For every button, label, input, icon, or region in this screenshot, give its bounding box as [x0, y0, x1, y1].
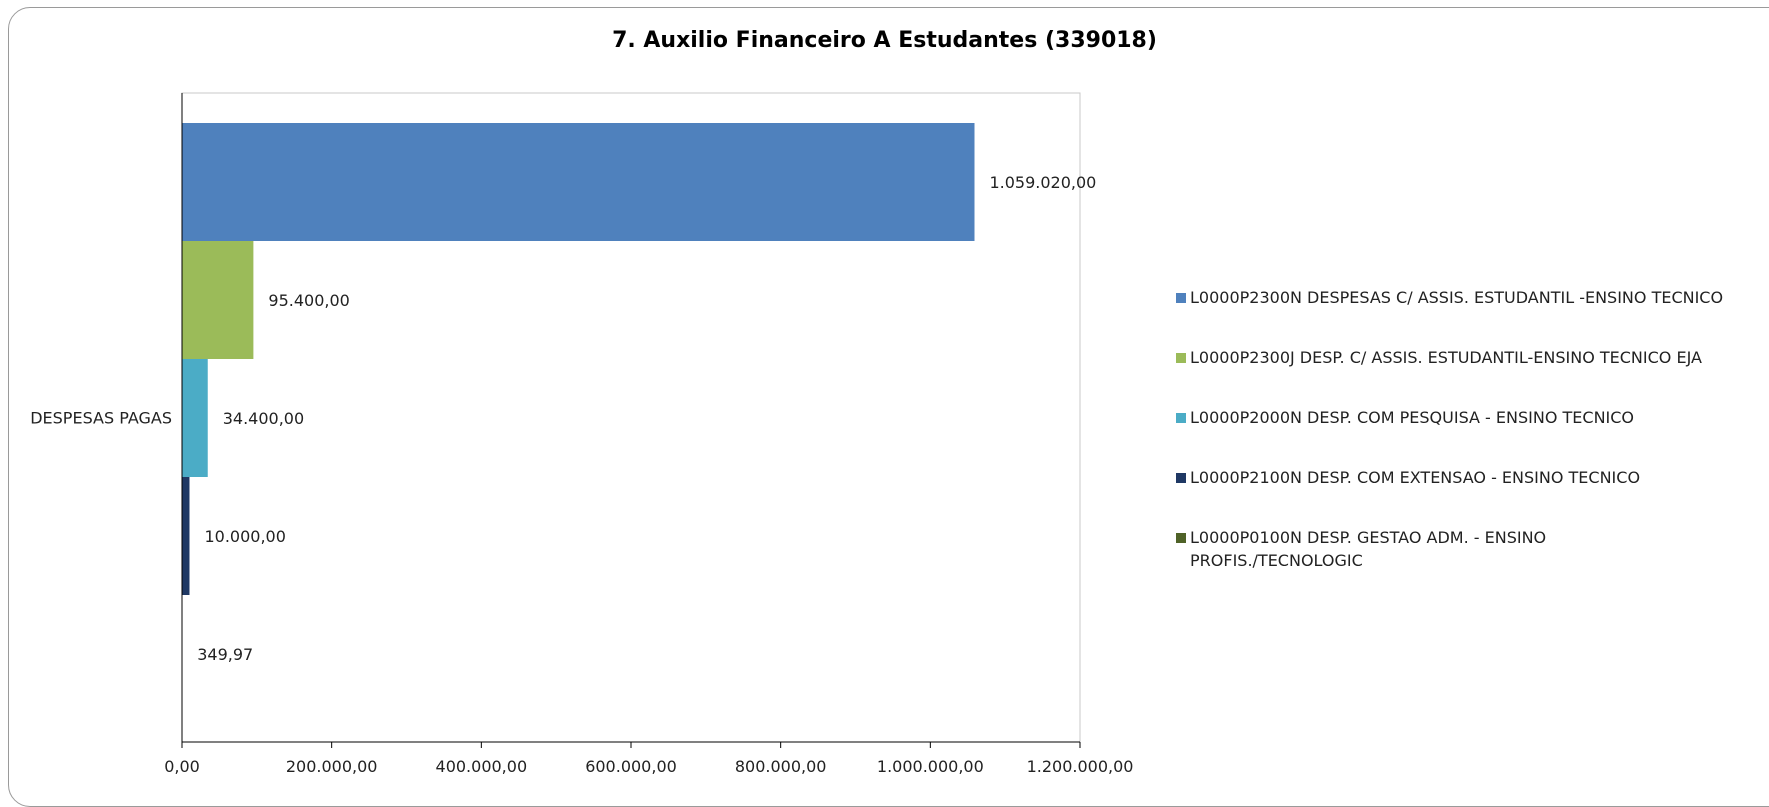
x-tick-label: 0,00: [164, 757, 200, 776]
legend-item: L0000P2300N DESPESAS C/ ASSIS. ESTUDANTI…: [1176, 286, 1769, 309]
category-label: DESPESAS PAGAS: [30, 409, 172, 428]
legend-item: L0000P2000N DESP. COM PESQUISA - ENSINO …: [1176, 406, 1769, 429]
data-label-series-1: 1.059.020,00: [989, 173, 1096, 192]
legend-item: L0000P0100N DESP. GESTAO ADM. - ENSINO P…: [1176, 526, 1640, 572]
legend-swatch: [1176, 293, 1186, 303]
legend-label: L0000P2000N DESP. COM PESQUISA - ENSINO …: [1190, 408, 1634, 427]
data-label-series-3: 34.400,00: [223, 409, 304, 428]
x-ticks-layer: 0,00 200.000,00 400.000,00 600.000,00 800.00…: [164, 742, 1133, 776]
x-tick-label: 400.000,00: [436, 757, 528, 776]
bar-series-3: [182, 359, 208, 477]
bar-series-1: [182, 123, 974, 241]
data-labels-layer: 1.059.020,00 95.400,00 34.400,00 10.000,00 3…: [197, 173, 1096, 664]
x-tick-label: 600.000,00: [585, 757, 677, 776]
legend-swatch: [1176, 533, 1186, 543]
legend-label: L0000P2300J DESP. C/ ASSIS. ESTUDANTIL-E…: [1190, 348, 1702, 367]
x-tick-label: 1.000.000,00: [877, 757, 984, 776]
data-label-series-4: 10.000,00: [204, 527, 285, 546]
bar-series-2: [182, 241, 253, 359]
data-label-series-2: 95.400,00: [268, 291, 349, 310]
data-label-series-5: 349,97: [197, 645, 253, 664]
legend-label: L0000P0100N DESP. GESTAO ADM. - ENSINO P…: [1190, 528, 1546, 570]
bar-series-4: [182, 477, 189, 595]
legend: L0000P2300N DESPESAS C/ ASSIS. ESTUDANTI…: [1176, 286, 1769, 609]
x-tick-label: 800.000,00: [735, 757, 827, 776]
legend-item: L0000P2300J DESP. C/ ASSIS. ESTUDANTIL-E…: [1176, 346, 1769, 369]
x-tick-label: 1.200.000,00: [1027, 757, 1134, 776]
legend-swatch: [1176, 473, 1186, 483]
category-labels-layer: DESPESAS PAGAS: [30, 409, 172, 428]
legend-item: L0000P2100N DESP. COM EXTENSAO - ENSINO …: [1176, 466, 1769, 489]
legend-swatch: [1176, 413, 1186, 423]
legend-label: L0000P2100N DESP. COM EXTENSAO - ENSINO …: [1190, 468, 1640, 487]
legend-swatch: [1176, 353, 1186, 363]
x-tick-label: 200.000,00: [286, 757, 378, 776]
legend-label: L0000P2300N DESPESAS C/ ASSIS. ESTUDANTI…: [1190, 288, 1723, 307]
